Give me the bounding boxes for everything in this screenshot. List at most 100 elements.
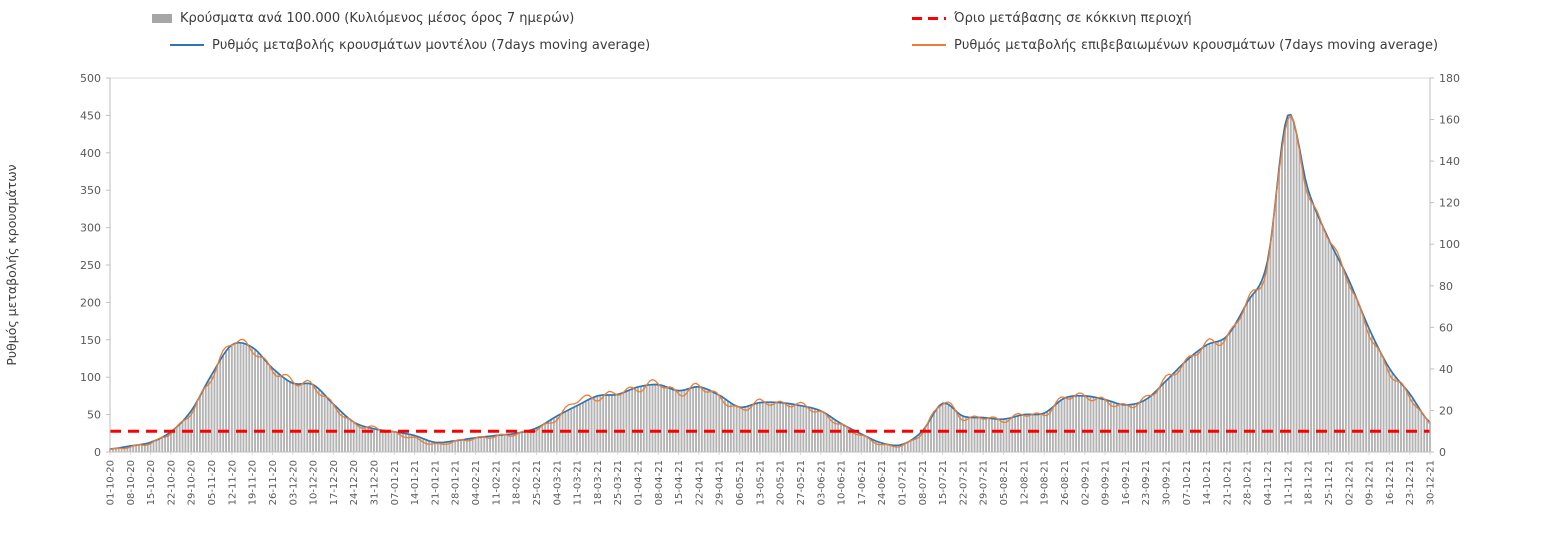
svg-text:200: 200 [80,296,101,309]
svg-text:14-01-21: 14-01-21 [410,460,421,505]
svg-text:17-12-20: 17-12-20 [329,460,340,505]
svg-text:24-12-20: 24-12-20 [349,460,360,505]
svg-text:16-09-21: 16-09-21 [1121,460,1132,505]
svg-text:300: 300 [80,222,101,235]
svg-text:01-04-21: 01-04-21 [634,460,645,505]
svg-text:25-03-21: 25-03-21 [613,460,624,505]
svg-text:03-12-20: 03-12-20 [288,460,299,505]
svg-text:28-01-21: 28-01-21 [451,460,462,505]
svg-text:150: 150 [80,334,101,347]
svg-text:40: 40 [1439,363,1453,376]
svg-text:18-02-21: 18-02-21 [512,460,523,505]
svg-text:13-05-21: 13-05-21 [755,460,766,505]
svg-text:21-10-21: 21-10-21 [1222,460,1233,505]
svg-text:24-06-21: 24-06-21 [877,460,888,505]
svg-text:28-10-21: 28-10-21 [1243,460,1254,505]
svg-text:26-08-21: 26-08-21 [1060,460,1071,505]
svg-text:25-11-21: 25-11-21 [1324,460,1335,505]
svg-text:09-12-21: 09-12-21 [1365,460,1376,505]
svg-text:04-03-21: 04-03-21 [552,460,563,505]
svg-text:19-08-21: 19-08-21 [1040,460,1051,505]
svg-text:18-03-21: 18-03-21 [593,460,604,505]
svg-text:10-06-21: 10-06-21 [837,460,848,505]
svg-text:29-07-21: 29-07-21 [979,460,990,505]
legend-cases-bars-label: Κρούσματα ανά 100.000 (Κυλιόμενος μέσος … [180,10,575,26]
svg-text:23-12-21: 23-12-21 [1405,460,1416,505]
svg-text:21-01-21: 21-01-21 [430,460,441,505]
legend-confirmed-label: Ρυθμός μεταβολής επιβεβαιωμένων κρουσμάτ… [954,37,1439,53]
svg-text:19-11-20: 19-11-20 [248,460,259,505]
svg-text:23-09-21: 23-09-21 [1141,460,1152,505]
svg-text:08-10-20: 08-10-20 [126,460,137,505]
svg-text:08-07-21: 08-07-21 [918,460,929,505]
svg-text:29-10-20: 29-10-20 [187,460,198,505]
svg-text:08-04-21: 08-04-21 [654,460,665,505]
svg-text:120: 120 [1439,197,1460,210]
svg-text:11-03-21: 11-03-21 [573,460,584,505]
confirmed-line-swatch [912,44,946,46]
svg-text:14-10-21: 14-10-21 [1202,460,1213,505]
legend-model-line: Ρυθμός μεταβολής κρουσμάτων μοντέλου (7d… [170,36,650,54]
legend-cases-bars: Κρούσματα ανά 100.000 (Κυλιόμενος μέσος … [152,9,574,27]
svg-text:27-05-21: 27-05-21 [796,460,807,505]
svg-text:11-02-21: 11-02-21 [491,460,502,505]
svg-text:04-11-21: 04-11-21 [1263,460,1274,505]
svg-text:30-09-21: 30-09-21 [1162,460,1173,505]
legend-confirmed-line: Ρυθμός μεταβολής επιβεβαιωμένων κρουσμάτ… [912,36,1438,54]
svg-text:15-07-21: 15-07-21 [938,460,949,505]
legend-threshold-label: Όριο μετάβασης σε κόκκινη περιοχή [954,10,1192,26]
svg-text:500: 500 [80,72,101,85]
y-axis-title: Ρυθμός μεταβολής κρουσμάτων [4,164,19,365]
svg-text:60: 60 [1439,321,1453,334]
svg-text:12-11-20: 12-11-20 [227,460,238,505]
svg-text:400: 400 [80,147,101,160]
svg-text:16-12-21: 16-12-21 [1385,460,1396,505]
svg-text:140: 140 [1439,155,1460,168]
svg-text:22-07-21: 22-07-21 [958,460,969,505]
svg-text:12-08-21: 12-08-21 [1019,460,1030,505]
svg-text:350: 350 [80,184,101,197]
svg-text:15-10-20: 15-10-20 [146,460,157,505]
svg-text:180: 180 [1439,72,1460,85]
svg-text:01-07-21: 01-07-21 [898,460,909,505]
svg-text:0: 0 [94,446,101,459]
svg-text:31-12-20: 31-12-20 [370,460,381,505]
svg-text:02-12-21: 02-12-21 [1344,460,1355,505]
legend-threshold: Όριο μετάβασης σε κόκκινη περιοχή [912,9,1192,27]
svg-text:06-05-21: 06-05-21 [735,460,746,505]
svg-text:25-02-21: 25-02-21 [532,460,543,505]
threshold-dash-swatch [912,16,946,20]
svg-text:04-02-21: 04-02-21 [471,460,482,505]
svg-text:07-10-21: 07-10-21 [1182,460,1193,505]
svg-text:80: 80 [1439,280,1453,293]
svg-text:30-12-21: 30-12-21 [1426,460,1437,505]
svg-text:250: 250 [80,259,101,272]
svg-text:26-11-20: 26-11-20 [268,460,279,505]
svg-text:10-12-20: 10-12-20 [309,460,320,505]
svg-text:22-10-20: 22-10-20 [166,460,177,505]
svg-text:09-09-21: 09-09-21 [1101,460,1112,505]
svg-text:100: 100 [1439,238,1460,251]
svg-text:50: 50 [87,409,101,422]
svg-text:05-11-20: 05-11-20 [207,460,218,505]
plot-area: 0 50 100 150 200 250 300 350 400 450 500 0 20 40 60 80 1… [80,72,1460,505]
svg-text:01-10-20: 01-10-20 [106,460,117,505]
svg-text:07-01-21: 07-01-21 [390,460,401,505]
svg-text:02-09-21: 02-09-21 [1080,460,1091,505]
svg-text:160: 160 [1439,114,1460,127]
svg-text:18-11-21: 18-11-21 [1304,460,1315,505]
bar-series-swatch [152,13,172,23]
svg-text:29-04-21: 29-04-21 [715,460,726,505]
svg-text:15-04-21: 15-04-21 [674,460,685,505]
svg-text:0: 0 [1439,446,1446,459]
svg-text:22-04-21: 22-04-21 [694,460,705,505]
svg-text:20-05-21: 20-05-21 [776,460,787,505]
svg-text:450: 450 [80,109,101,122]
svg-text:17-06-21: 17-06-21 [857,460,868,505]
model-line-swatch [170,44,204,46]
legend-model-label: Ρυθμός μεταβολής κρουσμάτων μοντέλου (7d… [212,37,651,53]
svg-text:100: 100 [80,371,101,384]
svg-text:20: 20 [1439,404,1453,417]
